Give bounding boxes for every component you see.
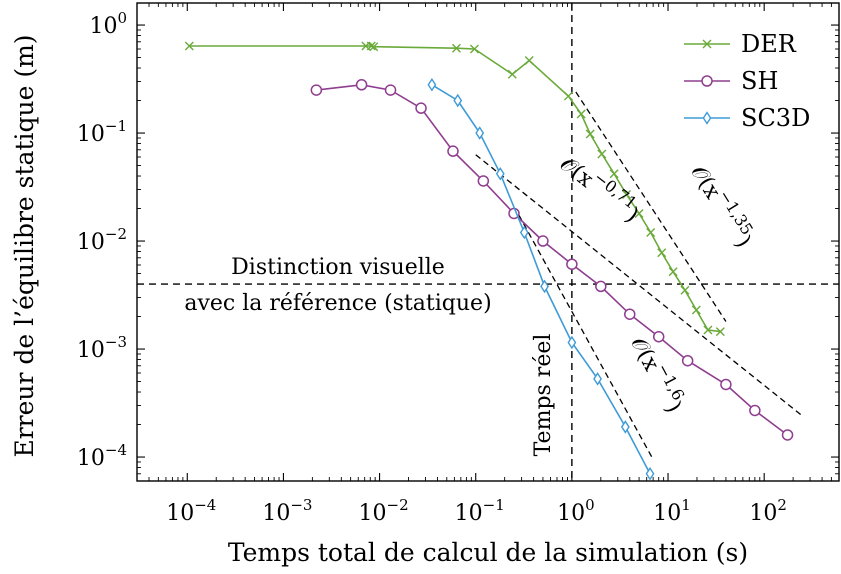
data-point-sh-14 bbox=[749, 404, 761, 417]
legend-item-sc3d: SC3D bbox=[684, 104, 810, 132]
legend-label-der: DER bbox=[741, 30, 797, 58]
legend-item-der: DER bbox=[684, 30, 797, 58]
legend-label-sh: SH bbox=[741, 67, 778, 95]
data-point-sh-2 bbox=[384, 84, 397, 96]
data-point-der-13 bbox=[622, 189, 632, 199]
x-tick-label-3: 10−1 bbox=[455, 496, 505, 526]
series-line-sh bbox=[316, 83, 788, 436]
data-point-der-10 bbox=[585, 129, 595, 139]
x-tick-label-5: 101 bbox=[653, 496, 691, 526]
data-point-sc3d-0 bbox=[427, 77, 437, 92]
data-point-der-5 bbox=[469, 44, 479, 54]
data-point-sh-1 bbox=[355, 79, 368, 91]
y-tick-label-3: 10−1 bbox=[77, 117, 127, 147]
series-der bbox=[184, 41, 725, 337]
plot-frame bbox=[136, 2, 840, 482]
data-point-der-19 bbox=[691, 305, 701, 315]
y-tick-label-1: 10−3 bbox=[77, 333, 127, 363]
data-point-sc3d-4 bbox=[519, 225, 529, 240]
data-point-sh-9 bbox=[595, 280, 607, 293]
data-point-sh-10 bbox=[624, 308, 636, 320]
data-point-der-0 bbox=[184, 41, 194, 51]
threshold-label-line2: avec la référence (statique) bbox=[184, 291, 491, 316]
data-point-sh-0 bbox=[310, 84, 323, 96]
series-line-sc3d bbox=[431, 84, 651, 475]
data-point-sh-15 bbox=[781, 429, 794, 441]
slope-label-0: 𝒪(x−0,71) bbox=[555, 146, 648, 228]
y-tick-label-2: 10−2 bbox=[77, 225, 127, 255]
data-point-der-14 bbox=[634, 208, 644, 218]
data-point-der-18 bbox=[680, 285, 690, 295]
data-point-sh-7 bbox=[537, 235, 549, 247]
data-point-sh-11 bbox=[652, 330, 665, 343]
x-tick-label-2: 10−2 bbox=[359, 496, 409, 526]
legend-item-sh: SH bbox=[684, 67, 778, 95]
data-point-der-20 bbox=[703, 325, 713, 335]
axes-layer: 10−4 10−3 10−2 10−1 100 101 102 10−4 10−3 10−2 10−… bbox=[10, 2, 840, 567]
data-point-sc3d-7 bbox=[593, 372, 602, 386]
series-sh bbox=[310, 79, 794, 441]
data-point-sh-5 bbox=[477, 175, 490, 187]
annotation-layer: Distinction visuelle avec la référence (s… bbox=[184, 146, 761, 457]
realtime-label: Temps réel bbox=[531, 334, 556, 457]
x-tick-label-0: 10−4 bbox=[166, 496, 216, 526]
x-tick-label-1: 10−3 bbox=[262, 496, 312, 526]
x-tick-label-6: 102 bbox=[749, 496, 787, 526]
series-layer bbox=[184, 41, 794, 481]
data-point-der-3 bbox=[369, 42, 379, 52]
legend-label-sc3d: SC3D bbox=[741, 104, 810, 132]
reference-layer bbox=[137, 3, 839, 481]
data-point-sc3d-6 bbox=[567, 335, 577, 350]
data-point-der-4 bbox=[451, 43, 461, 53]
data-point-der-15 bbox=[646, 227, 656, 237]
data-point-sc3d-9 bbox=[645, 466, 655, 481]
legend: DER SH SC3D bbox=[684, 30, 810, 132]
slope-line-1 bbox=[575, 91, 727, 322]
x-tick-label-4: 100 bbox=[557, 496, 595, 526]
y-tick-label-0: 10−4 bbox=[77, 441, 127, 471]
y-axis-label: Erreur de l’équilibre statique (m) bbox=[10, 34, 39, 457]
x-axis-label: Temps total de calcul de la simulation (… bbox=[228, 538, 748, 567]
data-point-der-17 bbox=[668, 267, 678, 277]
data-point-der-6 bbox=[507, 69, 517, 79]
data-point-sc3d-8 bbox=[620, 420, 630, 434]
data-point-sc3d-3 bbox=[495, 166, 505, 181]
slope-label-2: 𝒪(x−1,6) bbox=[625, 329, 692, 417]
series-sc3d bbox=[427, 77, 655, 481]
slope-line-0 bbox=[475, 154, 803, 417]
data-point-sh-4 bbox=[447, 145, 459, 157]
data-point-sh-12 bbox=[681, 354, 694, 367]
data-point-der-21 bbox=[715, 327, 725, 337]
data-point-der-16 bbox=[657, 248, 667, 258]
data-point-sh-3 bbox=[415, 102, 427, 114]
threshold-label-line1: Distinction visuelle bbox=[231, 255, 445, 280]
slope-label-1: 𝒪(x−1,35) bbox=[685, 157, 761, 252]
data-point-sc3d-2 bbox=[475, 126, 485, 140]
y-tick-label-4: 100 bbox=[89, 9, 127, 39]
data-point-der-8 bbox=[563, 91, 573, 101]
data-point-der-2 bbox=[366, 41, 376, 51]
data-point-der-7 bbox=[524, 55, 534, 65]
slope-line-2 bbox=[518, 214, 654, 460]
data-point-sc3d-1 bbox=[453, 93, 463, 108]
legend-marker-der bbox=[702, 39, 712, 49]
data-point-sh-8 bbox=[566, 258, 578, 270]
data-point-der-9 bbox=[576, 109, 586, 119]
data-point-sc3d-5 bbox=[540, 279, 549, 294]
legend-marker-sc3d bbox=[702, 111, 712, 125]
data-point-der-11 bbox=[597, 149, 607, 159]
legend-marker-sh bbox=[701, 75, 713, 87]
data-point-sh-13 bbox=[720, 378, 732, 391]
data-point-der-12 bbox=[609, 169, 619, 179]
series-line-der bbox=[189, 45, 721, 333]
